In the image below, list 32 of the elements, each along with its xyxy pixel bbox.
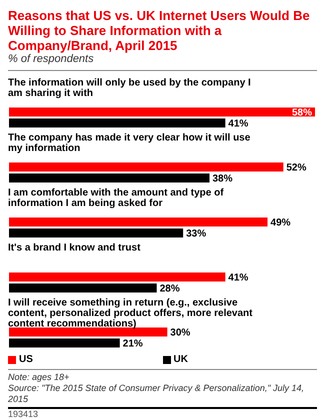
data-label: 52% (286, 162, 306, 174)
y-tick-label: It's a brand I know and trust (8, 242, 142, 254)
bar (9, 108, 315, 116)
legend-label: US (18, 354, 34, 365)
bar (9, 218, 268, 226)
text: Note: ages 18+ (8, 372, 70, 383)
data-label: 49% (270, 218, 291, 228)
bar (9, 338, 120, 348)
legend-label: UK (172, 354, 189, 365)
bar (9, 328, 168, 336)
data-label: 28% (160, 284, 180, 294)
y-tick-label: The company has made it very clear how it will use my information (8, 132, 251, 154)
bar (9, 228, 184, 238)
data-label: 30% (170, 328, 190, 338)
bar (9, 272, 226, 282)
data-label: 41% (228, 272, 248, 284)
data-label: 41% (228, 118, 248, 130)
data-label: 33% (186, 228, 206, 240)
chart-subtitle: % of respondents (8, 53, 317, 71)
bar (9, 284, 157, 292)
source-note: Source: "The 2015 State of Consumer Privacy & Personalization," July 14, 2015 (8, 383, 306, 405)
bar (9, 174, 210, 182)
data-label: 38% (212, 174, 233, 184)
data-label: 58% (292, 108, 312, 118)
bar (9, 118, 226, 128)
y-tick-label: I will receive something in return (e.g., exclusive content, personalized product offers, more relevant content recommendations) (8, 298, 254, 330)
data-label: 21% (122, 338, 143, 350)
y-tick-label: The information will only be used by the company I am sharing it with (8, 78, 252, 99)
y-tick-label: I am comfortable with the amount and type of information I am being asked for (8, 188, 224, 209)
text: 193413 (8, 409, 38, 419)
chart-title: Reasons that US vs. UK Internet Users Would Be Willing to Share Information with a Company/Brand, April 2015 (8, 8, 311, 53)
bar (9, 162, 284, 172)
